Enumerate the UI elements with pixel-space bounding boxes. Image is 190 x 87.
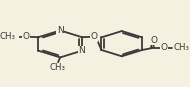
Text: N: N (57, 26, 64, 35)
Text: N: N (79, 46, 85, 55)
Text: O: O (23, 32, 30, 41)
Text: O: O (91, 32, 98, 41)
Text: CH₃: CH₃ (49, 63, 65, 72)
Text: O: O (160, 43, 167, 52)
Text: CH₃: CH₃ (0, 32, 16, 41)
Text: O: O (150, 36, 157, 45)
Text: CH₃: CH₃ (173, 43, 189, 52)
